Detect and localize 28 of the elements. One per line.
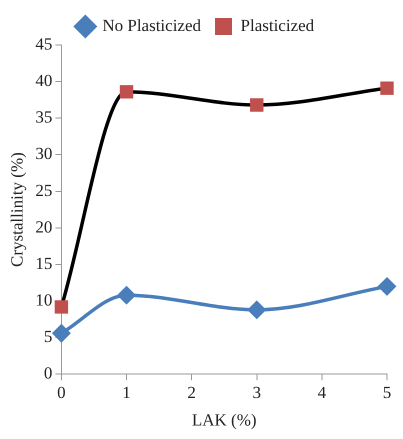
y-tick-label: 25 bbox=[35, 180, 52, 200]
y-tick-label: 20 bbox=[35, 217, 52, 236]
point bbox=[378, 278, 396, 296]
point bbox=[380, 81, 394, 95]
x-tick-label: 5 bbox=[382, 382, 392, 402]
x-tick-label: 0 bbox=[57, 382, 66, 402]
y-tick-label: 40 bbox=[35, 71, 52, 90]
y-tick-label: 30 bbox=[35, 144, 52, 164]
x-tick-label: 2 bbox=[187, 382, 196, 402]
point bbox=[248, 301, 266, 319]
y-tick-label: 5 bbox=[44, 327, 52, 346]
y-tick-label: 10 bbox=[35, 290, 52, 310]
y-tick-label: 35 bbox=[35, 108, 52, 127]
point bbox=[250, 98, 264, 112]
x-axis-title: LAK (%) bbox=[192, 410, 257, 430]
x-tick-label: 3 bbox=[252, 382, 262, 402]
legend-label: Plasticized bbox=[240, 16, 315, 35]
y-axis-title: Crystallinity (%) bbox=[8, 152, 27, 267]
y-tick-label: 45 bbox=[35, 34, 52, 54]
point bbox=[52, 324, 70, 342]
legend-label: No Plasticized bbox=[102, 16, 202, 35]
y-tick-label: 15 bbox=[35, 254, 52, 273]
point bbox=[54, 300, 68, 314]
y-tick-label: 0 bbox=[44, 364, 52, 383]
x-tick-label: 4 bbox=[318, 382, 327, 402]
x-tick-label: 1 bbox=[122, 382, 131, 402]
point bbox=[118, 286, 136, 304]
point bbox=[120, 85, 134, 99]
